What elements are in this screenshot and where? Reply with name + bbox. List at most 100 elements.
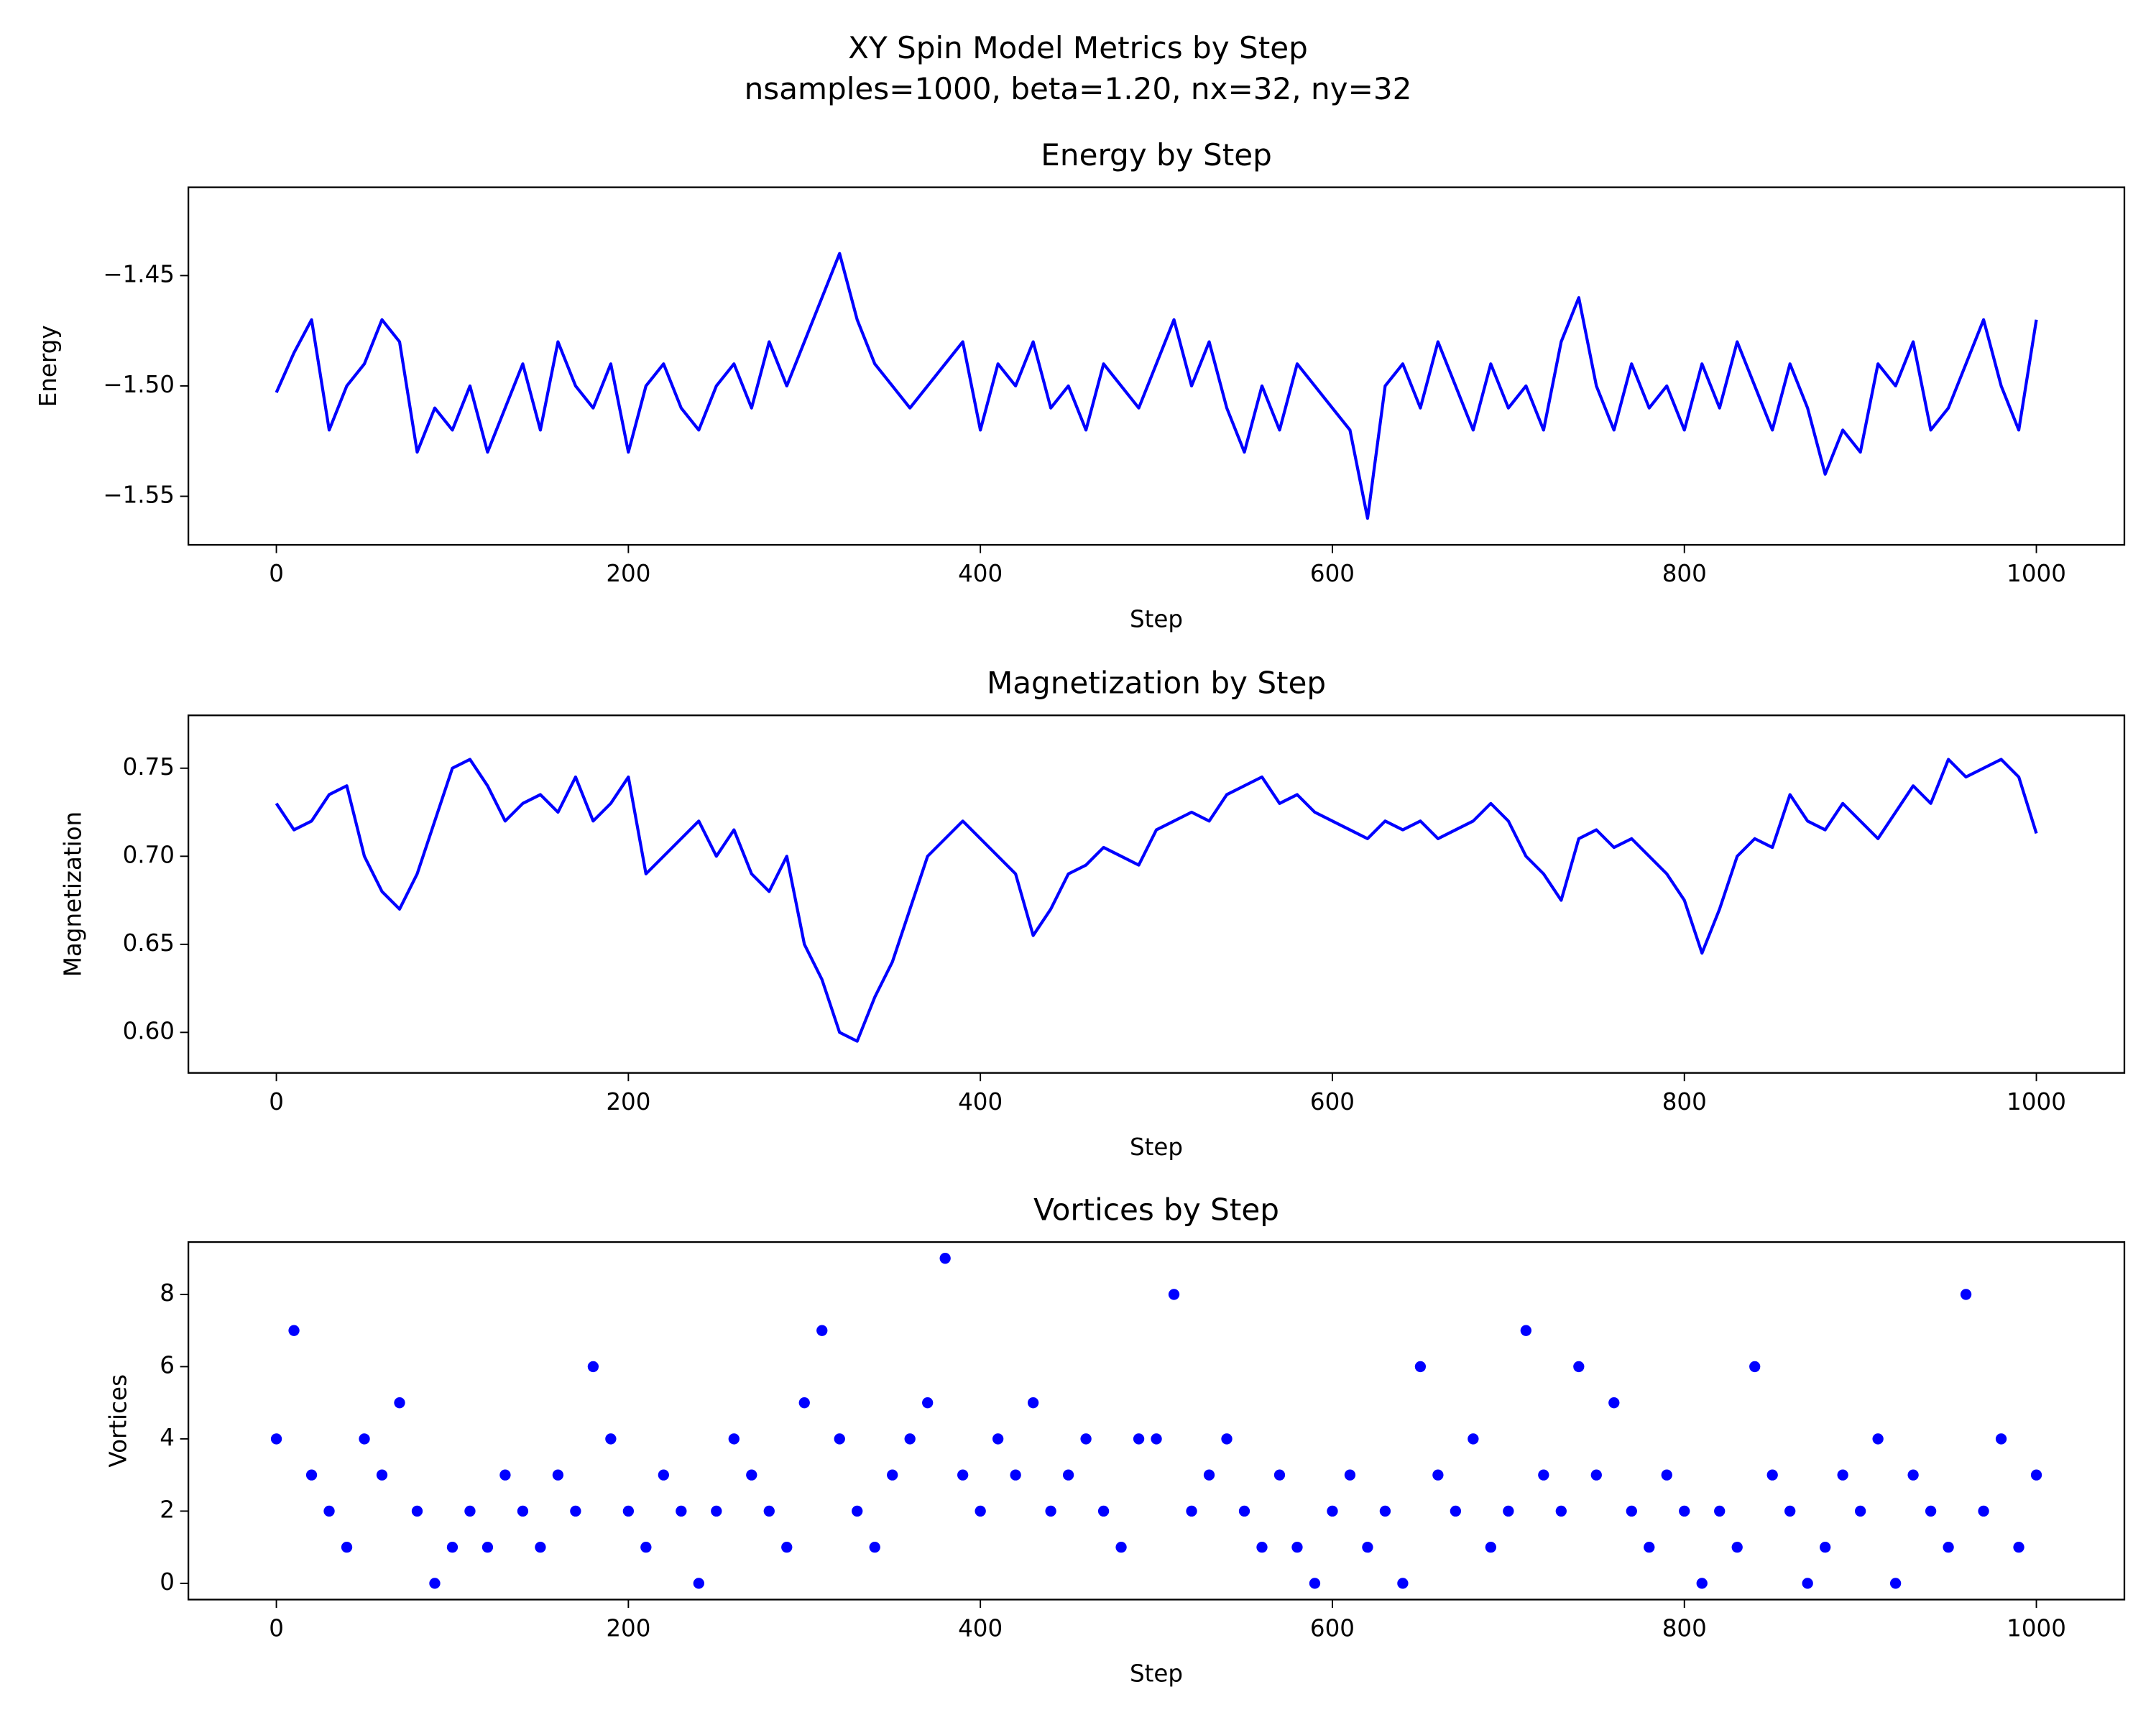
scatter-point xyxy=(1820,1541,1831,1553)
scatter-point xyxy=(552,1469,564,1481)
scatter-point xyxy=(1168,1289,1180,1300)
scatter-point xyxy=(1186,1505,1197,1517)
x-tick-label: 400 xyxy=(958,1088,1003,1116)
scatter-point xyxy=(1889,1578,1902,1589)
x-tick-label: 0 xyxy=(269,1615,284,1642)
y-tick-label: 2 xyxy=(160,1496,175,1523)
scatter-point xyxy=(1115,1541,1127,1553)
x-axis-label: Step xyxy=(1130,1660,1183,1688)
scatter-point xyxy=(1151,1433,1162,1445)
scatter-point xyxy=(763,1505,775,1517)
scatter-point xyxy=(622,1505,635,1517)
scatter-point xyxy=(1943,1541,1954,1553)
scatter-point xyxy=(1468,1433,1479,1445)
axes-frame xyxy=(187,1241,2126,1601)
x-tick-label: 1000 xyxy=(2007,1088,2066,1116)
scatter-point xyxy=(1414,1361,1427,1373)
scatter-point xyxy=(939,1253,951,1264)
scatter-point xyxy=(1397,1578,1409,1589)
x-tick-label: 400 xyxy=(958,1615,1003,1642)
scatter-point xyxy=(1010,1469,1021,1481)
scatter-point xyxy=(992,1433,1004,1445)
scatter-point xyxy=(1644,1541,1655,1553)
scatter-point xyxy=(1344,1469,1356,1481)
scatter-point xyxy=(2013,1541,2024,1553)
scatter-point xyxy=(1995,1433,2007,1445)
scatter-point xyxy=(1273,1469,1286,1481)
scatter-point xyxy=(676,1505,687,1517)
scatter-point xyxy=(1327,1505,1338,1517)
x-axis-label: Step xyxy=(1130,1133,1183,1161)
scatter-point xyxy=(1925,1505,1937,1517)
scatter-point xyxy=(834,1433,845,1445)
x-tick-label: 200 xyxy=(606,560,650,587)
scatter-point xyxy=(658,1469,669,1481)
x-tick-label: 800 xyxy=(1662,1088,1707,1116)
scatter-point xyxy=(1203,1469,1215,1481)
scatter-point xyxy=(1731,1541,1743,1553)
scatter-point xyxy=(587,1361,599,1373)
scatter-point xyxy=(1555,1505,1567,1517)
scatter-point xyxy=(1626,1505,1637,1517)
scatter-point xyxy=(1854,1505,1866,1517)
y-tick-label: 0.70 xyxy=(123,841,175,868)
figure-subtitle: nsamples=1000, beta=1.20, nx=32, ny=32 xyxy=(745,71,1412,106)
scatter-point xyxy=(1097,1505,1110,1517)
scatter-point xyxy=(288,1325,300,1336)
scatter-point xyxy=(693,1578,704,1589)
scatter-point xyxy=(1573,1361,1585,1373)
scatter-point xyxy=(781,1541,793,1553)
scatter-point xyxy=(904,1433,916,1445)
scatter-point xyxy=(1960,1289,1972,1300)
scatter-point xyxy=(816,1325,828,1336)
scatter-point xyxy=(394,1397,405,1409)
scatter-point xyxy=(464,1505,476,1517)
scatter-point xyxy=(1872,1433,1884,1445)
y-tick-label: 8 xyxy=(160,1279,175,1307)
x-tick-label: 0 xyxy=(269,560,284,587)
scatter-point xyxy=(922,1397,934,1409)
scatter-point xyxy=(1520,1325,1531,1336)
x-tick-label: 600 xyxy=(1310,1088,1355,1116)
scatter-point xyxy=(1432,1469,1444,1481)
scatter-point xyxy=(1291,1541,1303,1553)
x-tick-label: 200 xyxy=(606,1088,650,1116)
scatter-point xyxy=(1661,1469,1672,1481)
scatter-point xyxy=(869,1541,880,1553)
scatter-point xyxy=(1027,1397,1039,1409)
axes-frame xyxy=(187,714,2126,1074)
scatter-point xyxy=(1238,1505,1250,1517)
scatter-point xyxy=(305,1469,318,1481)
scatter-point xyxy=(1696,1578,1708,1589)
x-tick-label: 800 xyxy=(1662,560,1707,587)
y-tick-label: 4 xyxy=(160,1424,175,1451)
x-tick-label: 600 xyxy=(1310,560,1355,587)
scatter-point xyxy=(429,1578,441,1589)
scatter-point xyxy=(341,1541,353,1553)
x-tick-label: 1000 xyxy=(2007,560,2066,587)
y-tick-label: 0.60 xyxy=(123,1017,175,1044)
scatter-point xyxy=(746,1469,757,1481)
scatter-point xyxy=(1749,1361,1761,1373)
scatter-point xyxy=(1485,1541,1497,1553)
scatter-point xyxy=(1837,1469,1848,1481)
scatter-point xyxy=(887,1469,898,1481)
scatter-point xyxy=(411,1505,423,1517)
scatter-point xyxy=(1608,1397,1620,1409)
y-tick-label: −1.50 xyxy=(103,371,175,398)
scatter-point xyxy=(1080,1433,1092,1445)
scatter-point xyxy=(1978,1505,1989,1517)
scatter-point xyxy=(852,1505,863,1517)
line-series xyxy=(275,252,2038,520)
scatter-point xyxy=(2030,1469,2042,1481)
scatter-point xyxy=(359,1433,370,1445)
scatter-point xyxy=(270,1433,282,1445)
scatter-point xyxy=(1221,1433,1233,1445)
scatter-point xyxy=(376,1469,388,1481)
scatter-point xyxy=(1679,1505,1690,1517)
x-tick-label: 600 xyxy=(1310,1615,1355,1642)
scatter-point xyxy=(499,1469,511,1481)
